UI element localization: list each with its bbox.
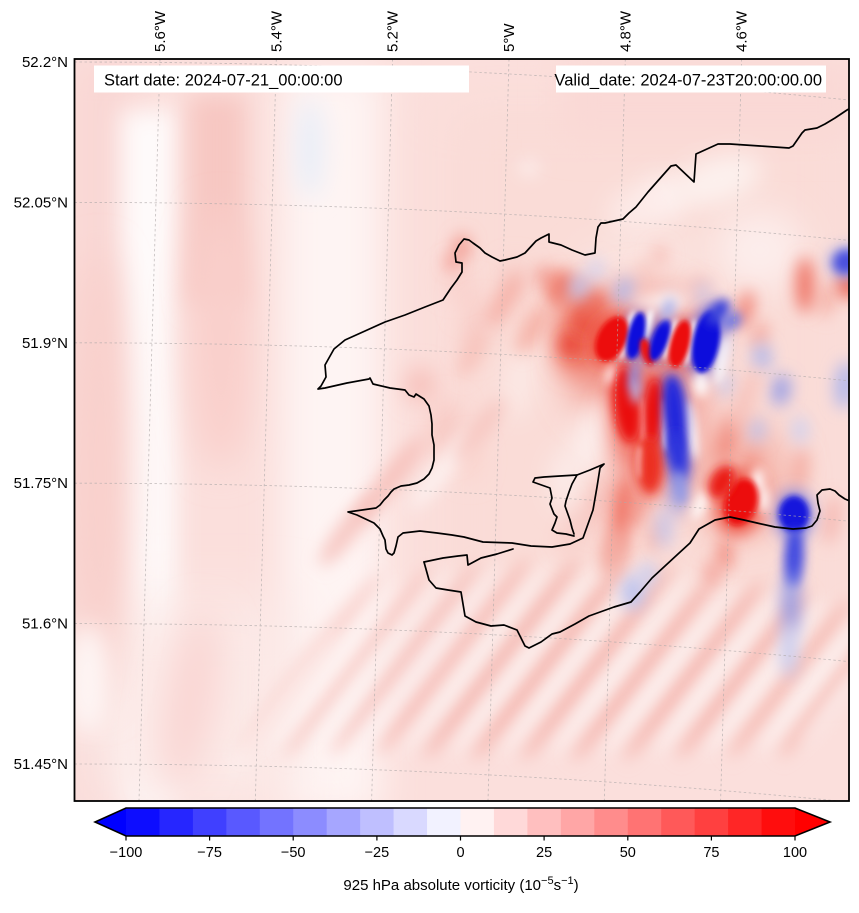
svg-text:75: 75 <box>703 845 719 861</box>
svg-text:51.6°N: 51.6°N <box>22 616 68 633</box>
svg-text:52.05°N: 52.05°N <box>14 194 68 211</box>
svg-text:4.8°W: 4.8°W <box>617 10 634 52</box>
svg-text:5.2°W: 5.2°W <box>385 10 402 52</box>
svg-text:50: 50 <box>620 845 636 861</box>
svg-text:−50: −50 <box>281 845 306 861</box>
svg-text:51.45°N: 51.45°N <box>14 756 68 773</box>
svg-text:52.2°N: 52.2°N <box>22 54 68 71</box>
svg-text:0: 0 <box>456 845 464 861</box>
svg-text:100: 100 <box>783 845 807 861</box>
svg-text:−75: −75 <box>197 845 222 861</box>
svg-text:51.75°N: 51.75°N <box>14 475 68 492</box>
svg-text:925 hPa absolute vorticity (10: 925 hPa absolute vorticity (10−5s−1) <box>343 875 578 894</box>
svg-text:Start date: 2024-07-21_00:00:0: Start date: 2024-07-21_00:00:00 <box>104 72 343 90</box>
svg-text:5.6°W: 5.6°W <box>152 10 169 52</box>
svg-text:−100: −100 <box>110 845 143 861</box>
svg-text:5.4°W: 5.4°W <box>268 10 285 52</box>
svg-text:−25: −25 <box>365 845 390 861</box>
svg-text:5°W: 5°W <box>501 23 518 52</box>
svg-text:Valid_date: 2024-07-23T20:00:0: Valid_date: 2024-07-23T20:00:00.00 <box>554 72 822 90</box>
svg-text:51.9°N: 51.9°N <box>22 335 68 352</box>
svg-text:4.6°W: 4.6°W <box>734 10 751 52</box>
svg-text:25: 25 <box>536 845 552 861</box>
